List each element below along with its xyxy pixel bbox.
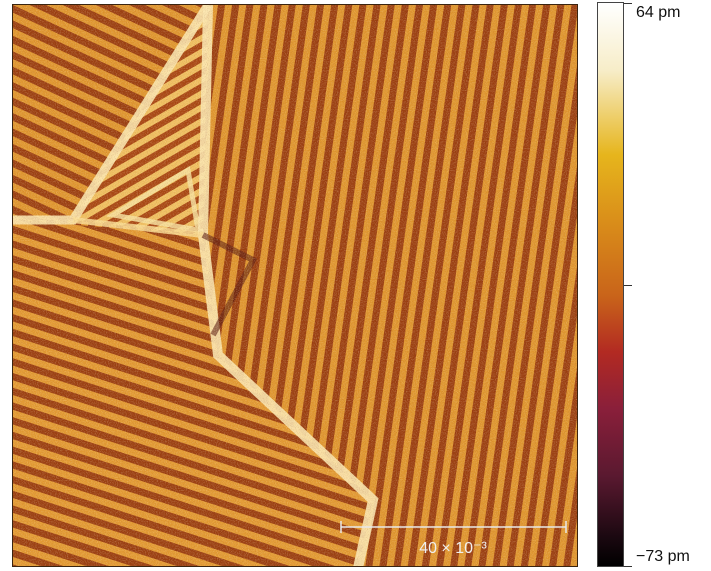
colorbar-tick-bottom [624, 566, 632, 567]
colorbar-max-label: 64 pm [636, 4, 681, 21]
scale-bar-label: 40 × 10⁻³ [419, 540, 487, 557]
height-map-svg: 40 × 10⁻³ [13, 5, 577, 566]
height-map-image: 40 × 10⁻³ [12, 4, 578, 567]
colorbar-min-label: −73 pm [636, 548, 690, 565]
colorbar-tick-top [624, 3, 632, 4]
scale-bar: 40 × 10⁻³ [340, 521, 567, 557]
colorbar-tick-mid [624, 285, 632, 286]
colorbar [597, 2, 624, 567]
